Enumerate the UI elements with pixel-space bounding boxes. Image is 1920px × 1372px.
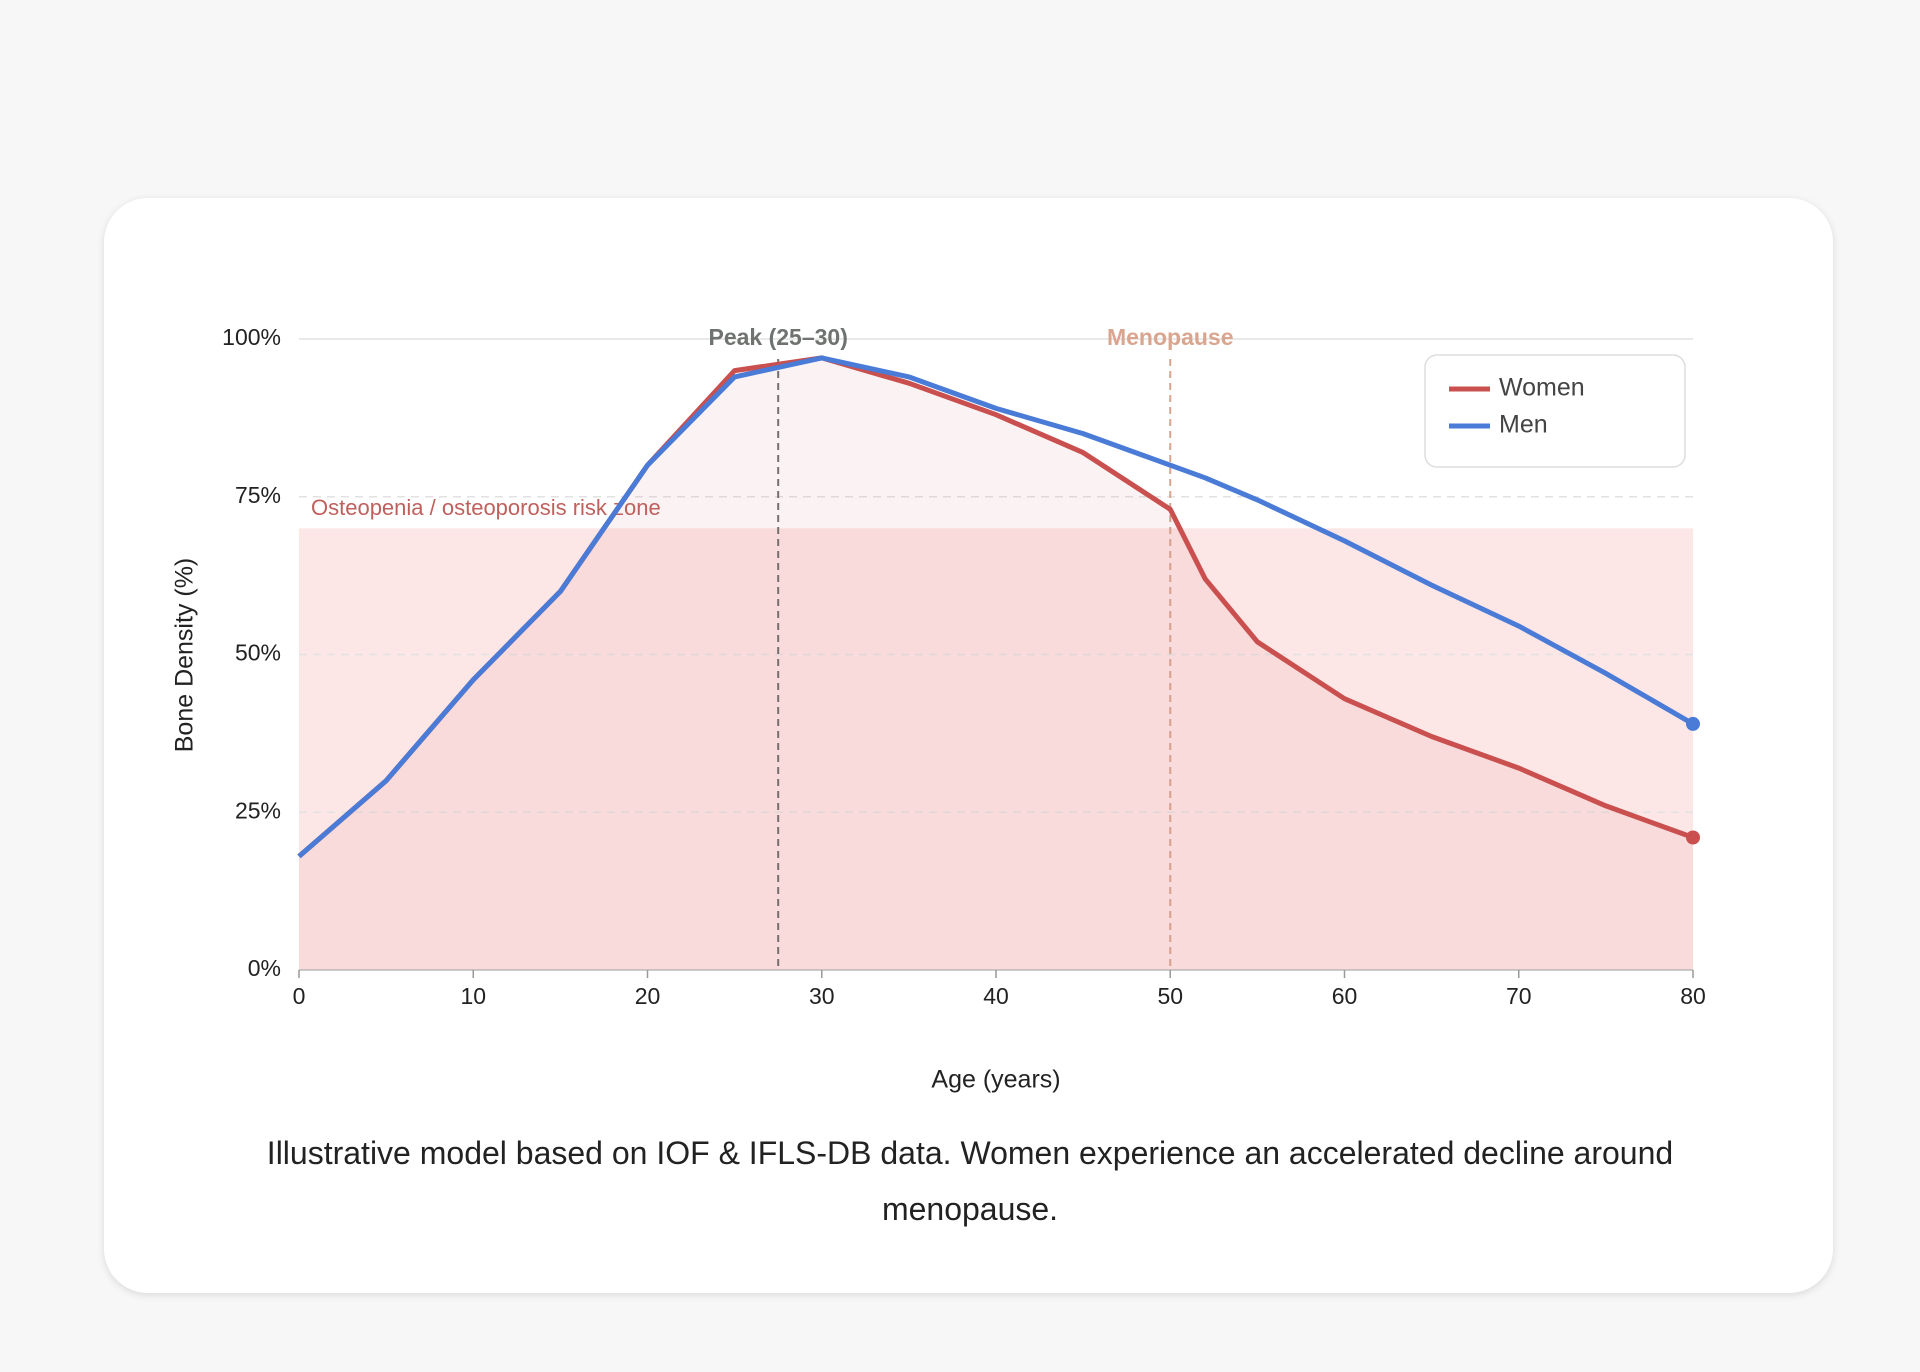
x-tick-label: 60 xyxy=(1332,983,1358,1009)
annotation-label: Menopause xyxy=(1107,324,1234,350)
legend-label: Men xyxy=(1499,411,1548,439)
x-tick-label: 70 xyxy=(1506,983,1532,1009)
x-tick-label: 80 xyxy=(1680,983,1706,1009)
legend: Women Men xyxy=(1424,354,1686,468)
end-point xyxy=(1686,716,1700,731)
x-tick-label: 0 xyxy=(293,983,306,1009)
x-tick-label: 10 xyxy=(460,983,486,1009)
caption: Illustrative model based on IOF & IFLS-D… xyxy=(266,1135,1674,1227)
annotation-label: Peak (25–30) xyxy=(708,324,847,350)
series-area xyxy=(299,357,1693,970)
series-line xyxy=(297,355,1695,859)
x-tick-label: 20 xyxy=(635,983,661,1009)
y-tick-label: 50% xyxy=(235,640,281,666)
x-tick-label: 40 xyxy=(983,983,1009,1009)
y-tick-label: 25% xyxy=(235,797,281,823)
x-tick-label: 30 xyxy=(809,983,835,1009)
y-tick-label: 75% xyxy=(235,482,281,508)
legend-label: Women xyxy=(1499,374,1585,402)
y-tick-label: 100% xyxy=(222,324,281,350)
risk-zone-label: Osteopenia / osteoporosis risk zone xyxy=(311,495,661,520)
x-tick-label: 50 xyxy=(1157,983,1183,1009)
y-axis-label: Bone Density (%) xyxy=(171,558,199,753)
y-tick-label: 0% xyxy=(248,955,281,981)
x-axis-label: Age (years) xyxy=(931,1066,1060,1094)
end-point xyxy=(1686,830,1700,845)
legend-box xyxy=(1424,354,1686,468)
